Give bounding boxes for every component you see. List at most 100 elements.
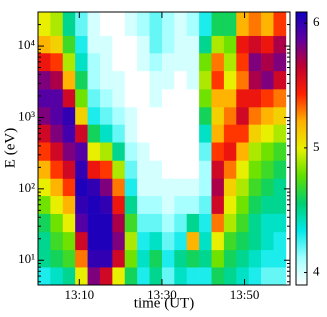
heatmap-cell [211, 195, 225, 214]
colorbar-tick-label: 4 [313, 264, 320, 279]
heatmap-cell [99, 195, 113, 214]
heatmap-cell [261, 249, 274, 268]
heatmap-cell [99, 124, 113, 143]
heatmap-cell [50, 195, 64, 214]
heatmap-cell [124, 195, 138, 214]
heatmap-cell [124, 124, 138, 143]
heatmap-cell [273, 35, 287, 54]
heatmap-cell [87, 178, 101, 197]
heatmap-cell [50, 213, 64, 233]
heatmap-cell [112, 267, 126, 286]
heatmap-cell [248, 178, 262, 197]
heatmap-cell [62, 178, 76, 197]
heatmap-cell [87, 12, 101, 36]
heatmap-cell [149, 231, 163, 251]
heatmap-cell [149, 249, 163, 268]
heatmap-cell [112, 160, 126, 179]
heatmap-cell [137, 124, 150, 143]
heatmap-cell [236, 231, 249, 251]
heatmap-cell [223, 178, 237, 197]
heatmap-cell [137, 160, 150, 179]
heatmap-cell [149, 89, 163, 108]
heatmap-cell [124, 89, 138, 108]
heatmap-cell [248, 160, 262, 179]
heatmap-cell [236, 249, 249, 268]
heatmap-cell [161, 124, 175, 143]
y-axis-label: E (eV) [2, 128, 18, 168]
plot-frame [37, 11, 291, 286]
heatmap-cell [273, 124, 287, 143]
heatmap-cell [137, 35, 150, 54]
heatmap-cell [199, 267, 212, 286]
heatmap-cell [50, 142, 64, 161]
heatmap-cell [149, 52, 163, 72]
heatmap-cell [223, 89, 237, 108]
heatmap-cell [137, 178, 150, 197]
heatmap-cell [149, 107, 163, 125]
heatmap-cell [186, 267, 200, 286]
heatmap-cell [137, 12, 150, 36]
heatmap-cell [137, 213, 150, 233]
heatmap-cell [38, 249, 51, 268]
heatmap-cell [211, 249, 225, 268]
heatmap-cell [50, 231, 64, 251]
heatmap-cell [50, 178, 64, 197]
heatmap-cell [149, 267, 163, 286]
heatmap-cell [99, 35, 113, 54]
heatmap-cell [50, 52, 64, 72]
heatmap-cell [62, 142, 76, 161]
heatmap-cell [112, 231, 126, 251]
heatmap-cell [87, 142, 101, 161]
heatmap-cell [161, 70, 175, 90]
heatmap-cell [186, 160, 200, 179]
heatmap-cell [248, 124, 262, 143]
heatmap-cell [248, 89, 262, 108]
heatmap-cell [223, 195, 237, 214]
heatmap-cell [87, 249, 101, 268]
heatmap-cell [38, 160, 51, 179]
heatmap-cell [236, 124, 249, 143]
heatmap-cell [87, 195, 101, 214]
heatmap-cell [149, 35, 163, 54]
heatmap-cell [199, 231, 212, 251]
heatmap-cell [38, 124, 51, 143]
heatmap-cell [248, 231, 262, 251]
heatmap-cell [87, 231, 101, 251]
heatmap-cell [248, 195, 262, 214]
heatmap-cell [223, 124, 237, 143]
heatmap-cell [75, 35, 88, 54]
heatmap-cell [62, 35, 76, 54]
heatmap-cell [149, 213, 163, 233]
heatmap-cell [248, 52, 262, 72]
heatmap-cell [273, 178, 287, 197]
heatmap-cell [99, 52, 113, 72]
heatmap-cell [75, 231, 88, 251]
heatmap-cell [112, 124, 126, 143]
heatmap-cell [75, 178, 88, 197]
colorbar [295, 11, 308, 286]
y-tick-label: 10³ [18, 108, 35, 123]
colorbar-tick-label: 5 [313, 139, 320, 154]
heatmap-cell [124, 142, 138, 161]
heatmap-cell [137, 52, 150, 72]
heatmap-cell [112, 107, 126, 125]
heatmap-cell [186, 89, 200, 108]
heatmap-cell [236, 160, 249, 179]
heatmap-cell [261, 52, 274, 72]
heatmap-cell [62, 52, 76, 72]
heatmap-cell [236, 70, 249, 90]
x-tick-label: 13:10 [64, 287, 94, 302]
heatmap-cell [124, 178, 138, 197]
heatmap-cell [223, 267, 237, 286]
heatmap-cell [112, 213, 126, 233]
heatmap-cell [211, 160, 225, 179]
heatmap-cell [211, 35, 225, 54]
heatmap-cell [99, 142, 113, 161]
heatmap-cell [161, 231, 175, 251]
heatmap-cell [273, 12, 287, 36]
heatmap-cell [236, 12, 249, 36]
heatmap-cell [199, 124, 212, 143]
heatmap-cell [50, 124, 64, 143]
heatmap [38, 12, 287, 286]
heatmap-cell [186, 231, 200, 251]
